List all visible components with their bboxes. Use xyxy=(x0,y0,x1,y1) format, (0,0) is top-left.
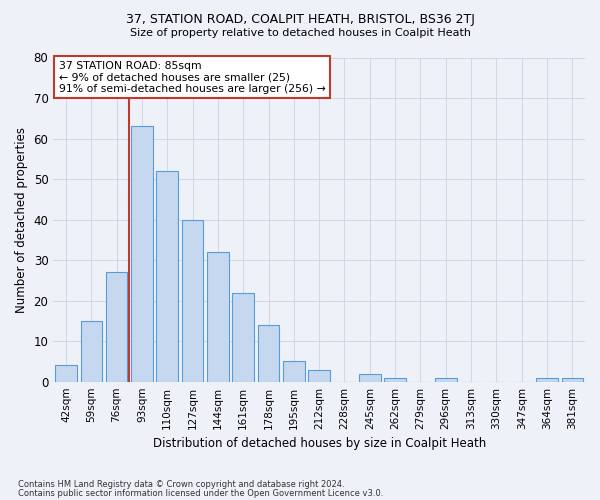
Bar xyxy=(283,362,305,382)
Bar xyxy=(182,220,203,382)
Y-axis label: Number of detached properties: Number of detached properties xyxy=(15,126,28,312)
Text: Contains public sector information licensed under the Open Government Licence v3: Contains public sector information licen… xyxy=(18,489,383,498)
Bar xyxy=(536,378,558,382)
Bar xyxy=(308,370,330,382)
Bar xyxy=(435,378,457,382)
Bar xyxy=(80,321,102,382)
Bar xyxy=(385,378,406,382)
Bar xyxy=(359,374,380,382)
Bar xyxy=(157,171,178,382)
Text: Size of property relative to detached houses in Coalpit Heath: Size of property relative to detached ho… xyxy=(130,28,470,38)
Bar xyxy=(106,272,127,382)
Bar xyxy=(258,325,279,382)
Text: 37, STATION ROAD, COALPIT HEATH, BRISTOL, BS36 2TJ: 37, STATION ROAD, COALPIT HEATH, BRISTOL… xyxy=(125,12,475,26)
Bar xyxy=(232,292,254,382)
Bar xyxy=(207,252,229,382)
Text: Contains HM Land Registry data © Crown copyright and database right 2024.: Contains HM Land Registry data © Crown c… xyxy=(18,480,344,489)
X-axis label: Distribution of detached houses by size in Coalpit Heath: Distribution of detached houses by size … xyxy=(152,437,486,450)
Bar xyxy=(562,378,583,382)
Bar xyxy=(131,126,152,382)
Text: 37 STATION ROAD: 85sqm
← 9% of detached houses are smaller (25)
91% of semi-deta: 37 STATION ROAD: 85sqm ← 9% of detached … xyxy=(59,60,325,94)
Bar xyxy=(55,366,77,382)
